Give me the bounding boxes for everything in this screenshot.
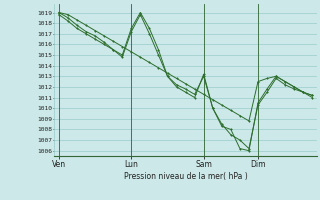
X-axis label: Pression niveau de la mer( hPa ): Pression niveau de la mer( hPa ) <box>124 172 247 181</box>
